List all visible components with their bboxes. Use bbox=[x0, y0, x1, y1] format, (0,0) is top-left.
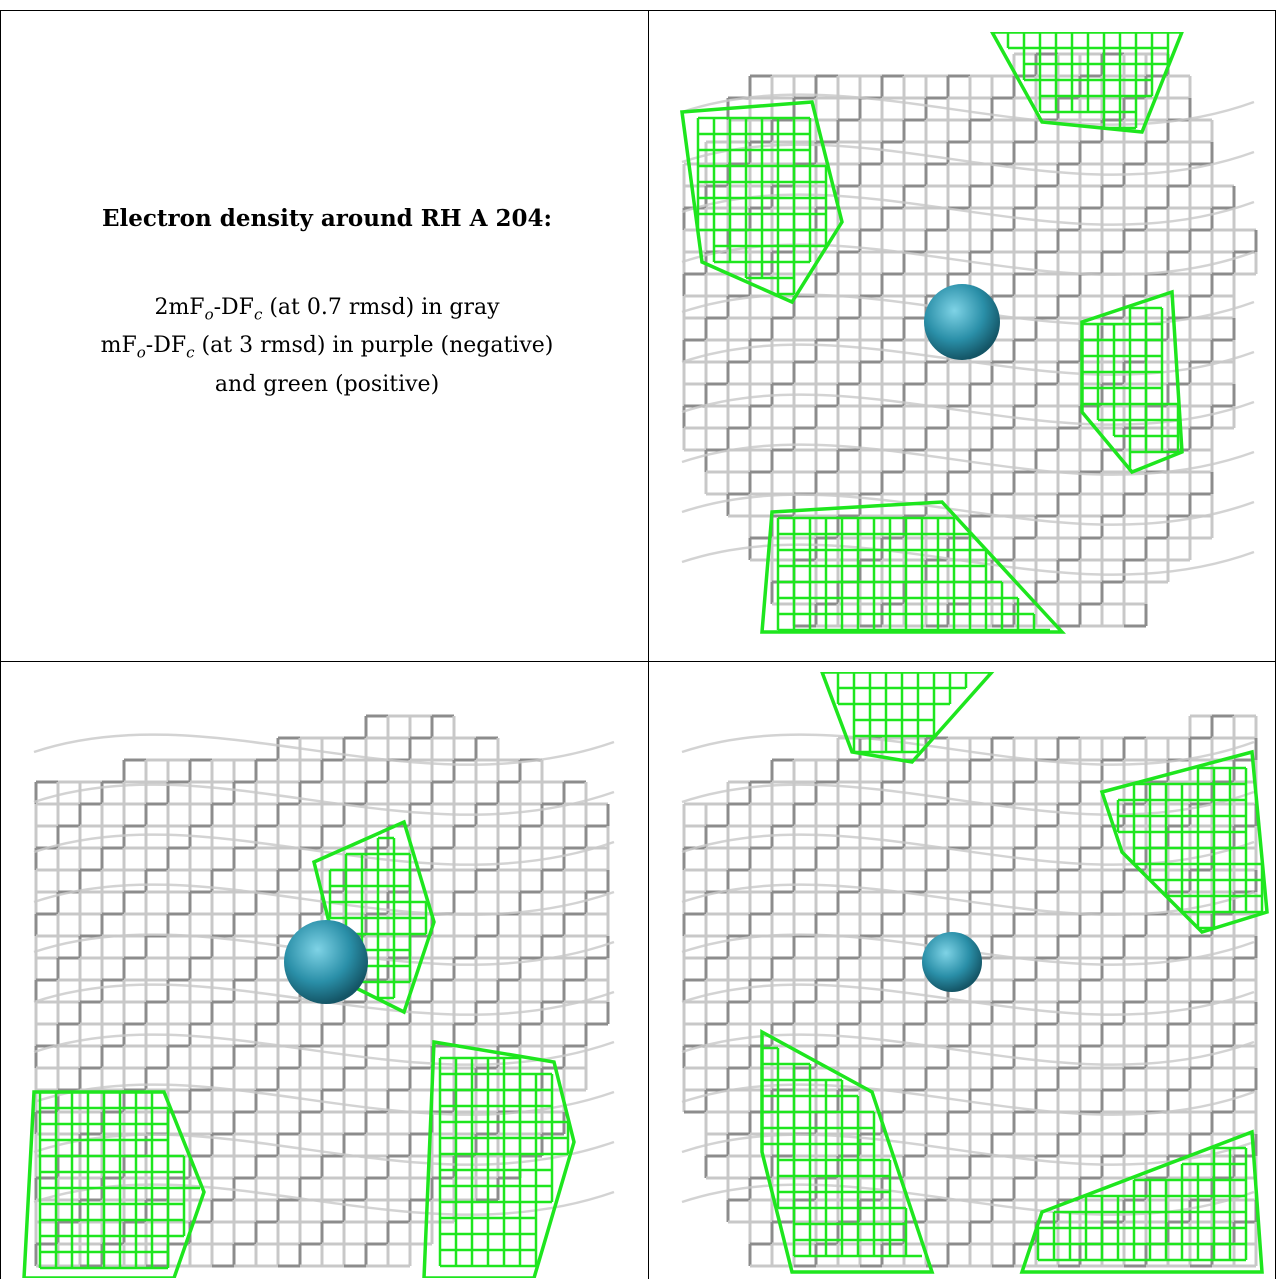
green-blob-outline bbox=[989, 32, 1184, 134]
density-mesh-1 bbox=[680, 32, 1258, 634]
mesh-contour bbox=[681, 543, 1255, 576]
mesh-contour bbox=[33, 1033, 615, 1066]
mesh-contour bbox=[33, 833, 615, 866]
green-blob-outline bbox=[1099, 749, 1269, 934]
rh-atom-sphere bbox=[924, 284, 1000, 360]
gray-density-mesh bbox=[33, 714, 615, 1268]
mesh-contour bbox=[681, 443, 1255, 476]
green-difference-mesh bbox=[22, 819, 576, 1278]
caption-title: Electron density around RH A 204: bbox=[102, 205, 552, 232]
mesh-contour bbox=[681, 343, 1255, 376]
mesh-contour bbox=[681, 93, 1255, 126]
density-mesh-3 bbox=[681, 672, 1269, 1274]
mesh-contour bbox=[33, 883, 615, 916]
mesh-contour bbox=[33, 733, 615, 766]
green-blob-outline bbox=[820, 672, 995, 764]
border-top bbox=[0, 10, 1276, 11]
green-difference-mesh bbox=[680, 32, 1184, 634]
green-blob-outline bbox=[680, 100, 844, 305]
mesh-contour bbox=[681, 143, 1255, 176]
mesh-contour bbox=[33, 1183, 615, 1216]
mesh-contour bbox=[33, 783, 615, 816]
green-blob-outline bbox=[422, 1039, 576, 1278]
density-panel-top-right bbox=[662, 32, 1274, 636]
caption-line-3: and green (positive) bbox=[214, 371, 440, 397]
mesh-contour bbox=[681, 193, 1255, 226]
mesh-contour bbox=[681, 733, 1255, 766]
rh-atom-sphere bbox=[284, 920, 368, 1004]
density-mesh-2 bbox=[22, 714, 615, 1278]
mesh-contour bbox=[681, 493, 1255, 526]
mesh-contour bbox=[681, 833, 1255, 866]
density-panel-bottom-right bbox=[662, 672, 1274, 1278]
mesh-contour bbox=[681, 783, 1255, 816]
border-middle bbox=[0, 661, 1276, 662]
green-difference-mesh bbox=[760, 672, 1269, 1274]
mesh-contour bbox=[681, 883, 1255, 916]
caption-cell: Electron density around RH A 204: 2mFo-D… bbox=[22, 205, 632, 400]
mesh-contour bbox=[681, 983, 1255, 1016]
border-center bbox=[648, 10, 649, 1279]
mesh-contour bbox=[681, 1033, 1255, 1066]
mesh-contour bbox=[681, 1083, 1255, 1116]
caption-line-1: 2mFo-DFc (at 0.7 rmsd) in gray bbox=[154, 295, 500, 324]
green-blob-outline bbox=[760, 500, 1066, 634]
mesh-contour bbox=[33, 1083, 615, 1116]
density-panel-bottom-left bbox=[14, 672, 634, 1278]
caption-line-2: mFo-DFc (at 3 rmsd) in purple (negative) bbox=[100, 333, 554, 362]
mesh-contour bbox=[33, 1133, 615, 1166]
gray-density-mesh bbox=[681, 714, 1258, 1268]
border-left bbox=[0, 10, 1, 1279]
